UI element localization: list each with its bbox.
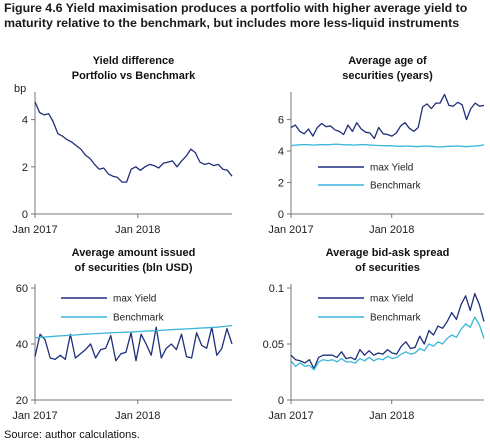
y-tick-label: 20 <box>16 395 28 407</box>
y-tick-label: 0 <box>22 209 28 221</box>
legend-item: max Yield <box>318 294 413 305</box>
series-line-yield-difference <box>34 101 233 183</box>
x-tick-label: Jan 2018 <box>115 410 160 422</box>
chart-title-line: Portfolio vs Benchmark <box>72 70 196 82</box>
series-line-benchmark <box>290 143 485 148</box>
y-tick-label: 2 <box>278 178 284 190</box>
x-tick-label: Jan 2017 <box>268 224 313 236</box>
y-tick-label: 4 <box>22 115 28 127</box>
chart-title-line: Average age of <box>348 55 427 67</box>
chart-title-line: of securities (bln USD) <box>75 262 193 274</box>
series-line-max-yield <box>290 292 485 370</box>
legend-label: Benchmark <box>370 181 422 192</box>
y-tick-label: 40 <box>16 339 28 351</box>
series-line-max-yield <box>34 326 233 362</box>
y-tick-label: 0 <box>278 209 284 221</box>
chart-title-line: securities (years) <box>342 70 433 82</box>
y-tick-label: 60 <box>16 283 28 295</box>
y-unit-label: bp <box>14 83 26 95</box>
legend-label: Benchmark <box>370 313 422 324</box>
series-line-benchmark <box>290 316 485 371</box>
x-tick-label: Jan 2018 <box>369 224 414 236</box>
x-tick-label: Jan 2018 <box>369 410 414 422</box>
chart-title-line: Average bid-ask spread <box>326 247 450 259</box>
chart-panel-3: Average amount issued of securities (bln … <box>12 247 233 422</box>
x-tick-label: Jan 2018 <box>115 224 160 236</box>
legend-label: max Yield <box>113 294 156 305</box>
legend-item: Benchmark <box>61 313 165 324</box>
legend-item: max Yield <box>318 163 413 174</box>
x-tick-label: Jan 2017 <box>12 410 57 422</box>
chart-panel-2: Average age of securities (years) 0 2 4 6 Jan … <box>268 55 485 236</box>
legend-label: max Yield <box>370 294 413 305</box>
y-tick-label: 4 <box>278 146 284 158</box>
y-tick-label: 0 <box>278 395 284 407</box>
y-tick-label: 0.1 <box>269 283 284 295</box>
chart-panel-1: Yield difference Portfolio vs Benchmark 0 2… <box>12 55 233 236</box>
x-tick-label: Jan 2017 <box>12 224 57 236</box>
y-tick-label: 0.05 <box>263 339 284 351</box>
x-tick-label: Jan 2017 <box>268 410 313 422</box>
chart-title-line: Average amount issued <box>72 247 196 259</box>
legend-item: Benchmark <box>318 313 422 324</box>
legend-label: Benchmark <box>113 313 165 324</box>
chart-title-line: of securities <box>355 262 420 274</box>
chart-title-line: Yield difference <box>93 55 175 67</box>
legend-item: Benchmark <box>318 181 422 192</box>
y-tick-label: 2 <box>22 162 28 174</box>
series-line-benchmark <box>34 324 233 339</box>
source-note: Source: author calculations. <box>4 429 140 441</box>
legend-label: max Yield <box>370 163 413 174</box>
series-line-max-yield <box>290 93 485 140</box>
figure-title: Figure 4.6 Yield maximisation produces a… <box>4 1 468 30</box>
y-tick-label: 6 <box>278 115 284 127</box>
legend-item: max Yield <box>61 294 156 305</box>
chart-panel-4: Average bid-ask spread of securities 0 0.05… <box>263 247 485 422</box>
